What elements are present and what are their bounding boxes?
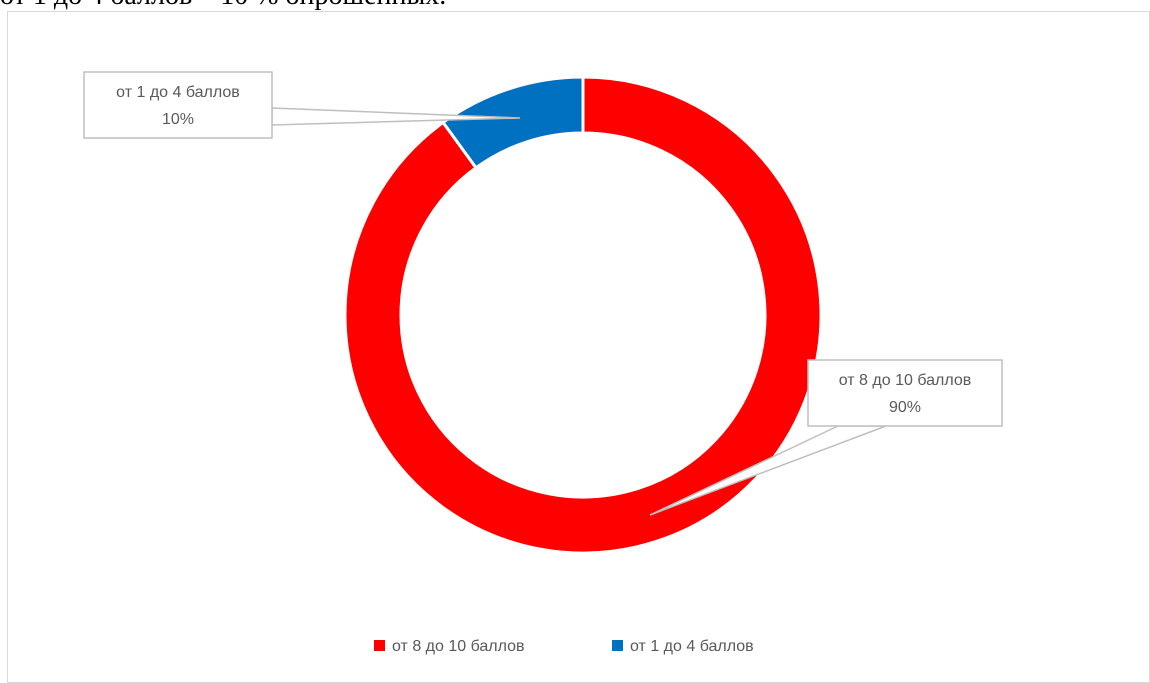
data-label-category-0: от 8 до 10 баллов bbox=[839, 372, 972, 389]
data-label-box-1 bbox=[83, 71, 273, 139]
slice-score-1-4 bbox=[441, 75, 585, 170]
legend: от 8 до 10 баллов от 1 до 4 баллов bbox=[374, 638, 754, 655]
data-label-category-1: от 1 до 4 баллов bbox=[116, 84, 240, 101]
data-label-value-0: 90% bbox=[889, 399, 921, 416]
data-label-box-0 bbox=[807, 359, 1003, 427]
legend-swatch-0 bbox=[374, 640, 385, 651]
slice-score-8-10 bbox=[343, 75, 823, 555]
legend-swatch-1 bbox=[612, 640, 623, 651]
slices-group bbox=[343, 75, 823, 555]
data-label-value-1: 10% bbox=[162, 111, 194, 128]
legend-label-1: от 1 до 4 баллов bbox=[630, 638, 754, 655]
intro-text: от 1 до 4 баллов – 10 % опрошенных. bbox=[0, 0, 446, 12]
data-labels-group: от 8 до 10 баллов 90% от 1 до 4 баллов 10% bbox=[83, 71, 1003, 427]
legend-label-0: от 8 до 10 баллов bbox=[392, 638, 525, 655]
